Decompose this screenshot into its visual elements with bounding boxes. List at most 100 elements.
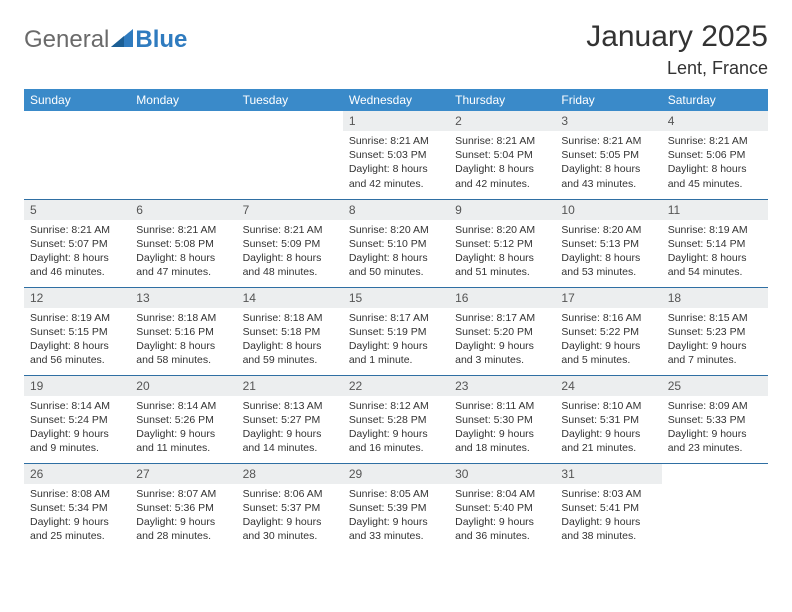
day-details: Sunrise: 8:04 AMSunset: 5:40 PMDaylight:… <box>449 484 555 548</box>
day-number: 5 <box>24 200 130 220</box>
day-number: 21 <box>237 376 343 396</box>
day-number: 18 <box>662 288 768 308</box>
weekday-header: Saturday <box>662 89 768 111</box>
day-details: Sunrise: 8:15 AMSunset: 5:23 PMDaylight:… <box>662 308 768 372</box>
calendar-day-cell: 8Sunrise: 8:20 AMSunset: 5:10 PMDaylight… <box>343 199 449 287</box>
day-number: 11 <box>662 200 768 220</box>
calendar-day-cell: 3Sunrise: 8:21 AMSunset: 5:05 PMDaylight… <box>555 111 661 199</box>
day-number: 10 <box>555 200 661 220</box>
day-details: Sunrise: 8:20 AMSunset: 5:13 PMDaylight:… <box>555 220 661 284</box>
day-details: Sunrise: 8:19 AMSunset: 5:15 PMDaylight:… <box>24 308 130 372</box>
logo-triangle-icon <box>111 26 133 54</box>
header-row: General Blue January 2025 Lent, France <box>24 20 768 79</box>
day-number: 15 <box>343 288 449 308</box>
day-details: Sunrise: 8:17 AMSunset: 5:19 PMDaylight:… <box>343 308 449 372</box>
day-details: Sunrise: 8:14 AMSunset: 5:24 PMDaylight:… <box>24 396 130 460</box>
calendar-day-cell: 4Sunrise: 8:21 AMSunset: 5:06 PMDaylight… <box>662 111 768 199</box>
weekday-header: Wednesday <box>343 89 449 111</box>
calendar-day-cell: 20Sunrise: 8:14 AMSunset: 5:26 PMDayligh… <box>130 375 236 463</box>
weekday-header: Tuesday <box>237 89 343 111</box>
day-number: 23 <box>449 376 555 396</box>
calendar-day-cell: 19Sunrise: 8:14 AMSunset: 5:24 PMDayligh… <box>24 375 130 463</box>
calendar-day-cell: 29Sunrise: 8:05 AMSunset: 5:39 PMDayligh… <box>343 463 449 551</box>
calendar-week-row: 1Sunrise: 8:21 AMSunset: 5:03 PMDaylight… <box>24 111 768 199</box>
calendar-day-cell: 10Sunrise: 8:20 AMSunset: 5:13 PMDayligh… <box>555 199 661 287</box>
weekday-header: Thursday <box>449 89 555 111</box>
logo-text-general: General <box>24 26 109 54</box>
day-number: 19 <box>24 376 130 396</box>
day-number: 3 <box>555 111 661 131</box>
day-number: 25 <box>662 376 768 396</box>
title-block: January 2025 Lent, France <box>586 20 768 79</box>
day-details: Sunrise: 8:20 AMSunset: 5:12 PMDaylight:… <box>449 220 555 284</box>
day-details: Sunrise: 8:09 AMSunset: 5:33 PMDaylight:… <box>662 396 768 460</box>
day-number: 28 <box>237 464 343 484</box>
calendar-day-cell: 14Sunrise: 8:18 AMSunset: 5:18 PMDayligh… <box>237 287 343 375</box>
day-details: Sunrise: 8:21 AMSunset: 5:08 PMDaylight:… <box>130 220 236 284</box>
calendar-day-cell <box>24 111 130 199</box>
day-number: 13 <box>130 288 236 308</box>
day-details: Sunrise: 8:18 AMSunset: 5:16 PMDaylight:… <box>130 308 236 372</box>
day-number: 8 <box>343 200 449 220</box>
day-details: Sunrise: 8:12 AMSunset: 5:28 PMDaylight:… <box>343 396 449 460</box>
day-number: 16 <box>449 288 555 308</box>
day-number: 7 <box>237 200 343 220</box>
day-number: 17 <box>555 288 661 308</box>
logo-text-blue: Blue <box>135 26 187 54</box>
day-number: 20 <box>130 376 236 396</box>
day-details: Sunrise: 8:21 AMSunset: 5:04 PMDaylight:… <box>449 131 555 195</box>
logo: General Blue <box>24 26 187 54</box>
day-number: 4 <box>662 111 768 131</box>
day-number: 12 <box>24 288 130 308</box>
day-number: 24 <box>555 376 661 396</box>
day-details: Sunrise: 8:05 AMSunset: 5:39 PMDaylight:… <box>343 484 449 548</box>
day-number: 22 <box>343 376 449 396</box>
calendar-day-cell: 21Sunrise: 8:13 AMSunset: 5:27 PMDayligh… <box>237 375 343 463</box>
day-details: Sunrise: 8:16 AMSunset: 5:22 PMDaylight:… <box>555 308 661 372</box>
calendar-body: 1Sunrise: 8:21 AMSunset: 5:03 PMDaylight… <box>24 111 768 551</box>
day-number: 9 <box>449 200 555 220</box>
calendar-day-cell <box>130 111 236 199</box>
day-details: Sunrise: 8:07 AMSunset: 5:36 PMDaylight:… <box>130 484 236 548</box>
day-details: Sunrise: 8:10 AMSunset: 5:31 PMDaylight:… <box>555 396 661 460</box>
day-details: Sunrise: 8:08 AMSunset: 5:34 PMDaylight:… <box>24 484 130 548</box>
calendar-day-cell: 18Sunrise: 8:15 AMSunset: 5:23 PMDayligh… <box>662 287 768 375</box>
day-number: 26 <box>24 464 130 484</box>
day-number: 14 <box>237 288 343 308</box>
calendar-day-cell: 27Sunrise: 8:07 AMSunset: 5:36 PMDayligh… <box>130 463 236 551</box>
day-details: Sunrise: 8:03 AMSunset: 5:41 PMDaylight:… <box>555 484 661 548</box>
calendar-day-cell: 9Sunrise: 8:20 AMSunset: 5:12 PMDaylight… <box>449 199 555 287</box>
weekday-header: Sunday <box>24 89 130 111</box>
day-number: 1 <box>343 111 449 131</box>
calendar-day-cell: 16Sunrise: 8:17 AMSunset: 5:20 PMDayligh… <box>449 287 555 375</box>
day-details: Sunrise: 8:21 AMSunset: 5:07 PMDaylight:… <box>24 220 130 284</box>
day-details: Sunrise: 8:21 AMSunset: 5:03 PMDaylight:… <box>343 131 449 195</box>
weekday-header-row: SundayMondayTuesdayWednesdayThursdayFrid… <box>24 89 768 111</box>
day-details: Sunrise: 8:21 AMSunset: 5:09 PMDaylight:… <box>237 220 343 284</box>
calendar-day-cell: 30Sunrise: 8:04 AMSunset: 5:40 PMDayligh… <box>449 463 555 551</box>
calendar-week-row: 26Sunrise: 8:08 AMSunset: 5:34 PMDayligh… <box>24 463 768 551</box>
weekday-header: Friday <box>555 89 661 111</box>
day-number: 27 <box>130 464 236 484</box>
day-details: Sunrise: 8:21 AMSunset: 5:05 PMDaylight:… <box>555 131 661 195</box>
calendar-week-row: 19Sunrise: 8:14 AMSunset: 5:24 PMDayligh… <box>24 375 768 463</box>
calendar-day-cell: 28Sunrise: 8:06 AMSunset: 5:37 PMDayligh… <box>237 463 343 551</box>
calendar-day-cell: 11Sunrise: 8:19 AMSunset: 5:14 PMDayligh… <box>662 199 768 287</box>
day-details: Sunrise: 8:21 AMSunset: 5:06 PMDaylight:… <box>662 131 768 195</box>
page-title: January 2025 <box>586 20 768 54</box>
day-number: 29 <box>343 464 449 484</box>
calendar-day-cell: 17Sunrise: 8:16 AMSunset: 5:22 PMDayligh… <box>555 287 661 375</box>
calendar-day-cell: 12Sunrise: 8:19 AMSunset: 5:15 PMDayligh… <box>24 287 130 375</box>
calendar-day-cell: 7Sunrise: 8:21 AMSunset: 5:09 PMDaylight… <box>237 199 343 287</box>
calendar-table: SundayMondayTuesdayWednesdayThursdayFrid… <box>24 89 768 551</box>
day-details: Sunrise: 8:06 AMSunset: 5:37 PMDaylight:… <box>237 484 343 548</box>
calendar-day-cell: 15Sunrise: 8:17 AMSunset: 5:19 PMDayligh… <box>343 287 449 375</box>
day-number: 30 <box>449 464 555 484</box>
calendar-day-cell: 24Sunrise: 8:10 AMSunset: 5:31 PMDayligh… <box>555 375 661 463</box>
day-number: 31 <box>555 464 661 484</box>
day-details: Sunrise: 8:19 AMSunset: 5:14 PMDaylight:… <box>662 220 768 284</box>
calendar-week-row: 5Sunrise: 8:21 AMSunset: 5:07 PMDaylight… <box>24 199 768 287</box>
calendar-day-cell: 26Sunrise: 8:08 AMSunset: 5:34 PMDayligh… <box>24 463 130 551</box>
calendar-day-cell: 31Sunrise: 8:03 AMSunset: 5:41 PMDayligh… <box>555 463 661 551</box>
calendar-day-cell: 2Sunrise: 8:21 AMSunset: 5:04 PMDaylight… <box>449 111 555 199</box>
